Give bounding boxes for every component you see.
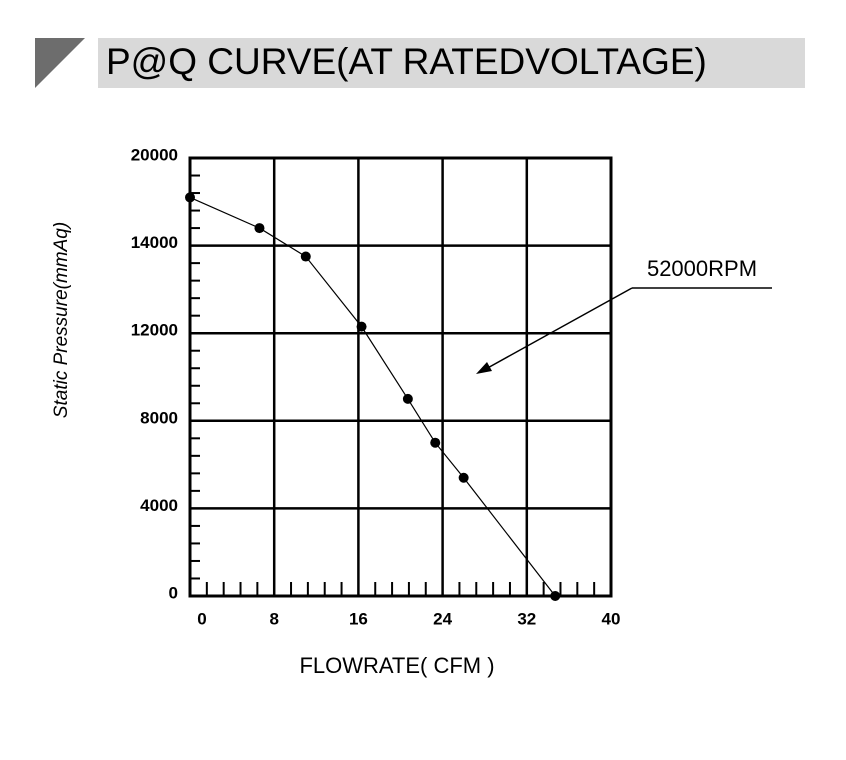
data-point [430, 437, 441, 448]
header-title: P@Q CURVE(AT RATEDVOLTAGE) [106, 41, 707, 82]
data-point [185, 192, 195, 203]
y-tick-label: 12000 [131, 321, 178, 340]
y-axis-label: Static Pressure(mmAq) [51, 222, 72, 418]
data-point [550, 591, 561, 601]
x-tick-label: 8 [269, 609, 278, 628]
x-tick-label: 0 [197, 609, 206, 628]
data-point [356, 321, 367, 332]
plot-frame [188, 156, 613, 598]
x-tick-label: 40 [602, 609, 621, 628]
data-point [458, 472, 469, 483]
header-bar [98, 38, 805, 88]
x-tick-label: 32 [517, 609, 536, 628]
x-tick-label: 24 [433, 609, 452, 628]
header-triangle [35, 38, 85, 88]
data-point [254, 223, 265, 234]
y-tick-label: 8000 [140, 408, 178, 427]
annotation-arrow [483, 287, 633, 371]
arrow-head [476, 362, 492, 374]
x-tick-label: 16 [349, 609, 368, 628]
y-tick-label: 4000 [140, 496, 178, 515]
x-axis-label: FLOWRATE( CFM ) [299, 653, 494, 678]
data-point [300, 251, 311, 262]
y-tick-label: 20000 [131, 145, 178, 164]
data-point [402, 393, 413, 404]
series-line [189, 196, 556, 597]
y-tick-label: 0 [169, 583, 178, 602]
y-tick-label: 14000 [131, 233, 178, 252]
annotation: 52000RPM [647, 256, 757, 281]
